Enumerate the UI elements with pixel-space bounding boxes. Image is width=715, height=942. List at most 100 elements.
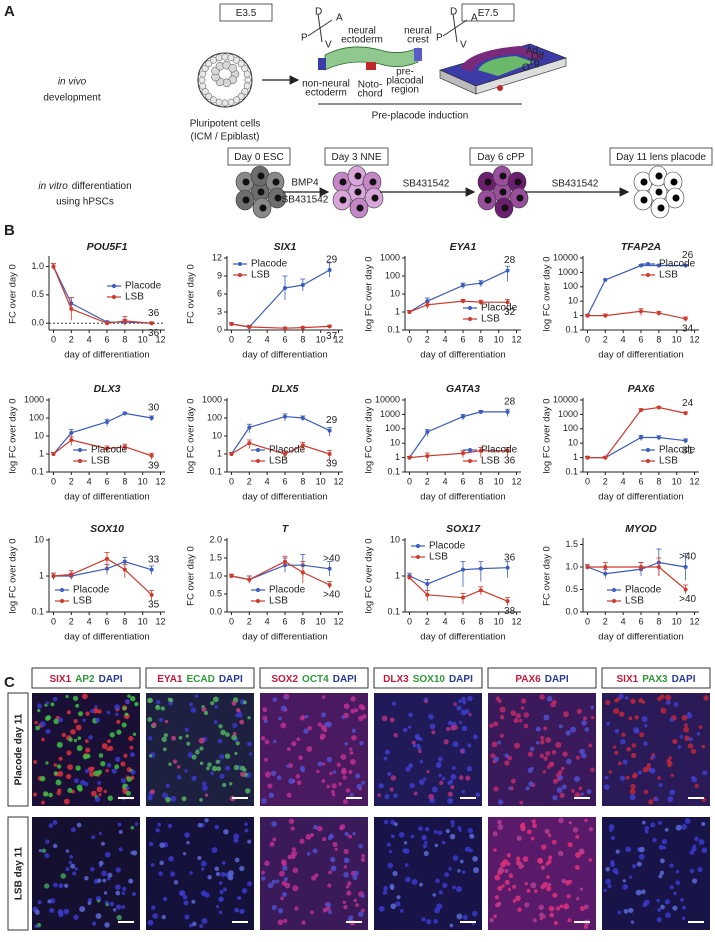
nucleus-spot: [424, 826, 430, 832]
nucleus-spot: [526, 829, 532, 835]
nucleus: [354, 188, 362, 196]
nucleus-spot: [606, 721, 610, 726]
x-tick-label: 4: [265, 476, 270, 486]
nucleus-spot: [168, 762, 172, 766]
day-label: Day 11 lens placode: [616, 152, 706, 163]
nucleus-spot: [283, 877, 288, 882]
nucleus-spot: [524, 902, 530, 908]
nucleus-spot: [360, 857, 366, 863]
nucleus-spot: [392, 701, 397, 706]
nucleus-spot: [184, 914, 190, 920]
nucleus-spot: [233, 764, 240, 771]
nucleus-spot: [669, 885, 674, 890]
data-point: [683, 263, 688, 268]
nucleus-spot: [201, 707, 207, 712]
data-point: [283, 559, 287, 564]
region-label: Olf: [531, 52, 544, 63]
nucleus-spot: [320, 724, 327, 731]
nucleus-spot: [159, 860, 164, 866]
nucleus-spot: [381, 715, 388, 722]
x-tick-label: 10: [138, 334, 148, 344]
end-label: 34: [682, 323, 694, 334]
stain-name: DAPI: [449, 674, 473, 685]
nucleus-spot: [566, 758, 572, 765]
nucleus-spot: [362, 714, 367, 719]
pluripotent-label: Pluripotent cells: [190, 119, 261, 130]
y-tick-label: 0.0: [209, 606, 222, 616]
nucleus-spot: [578, 848, 585, 855]
nucleus-spot: [151, 905, 156, 910]
x-axis-label: day of differentiation: [420, 632, 505, 643]
nucleus-spot: [545, 737, 551, 743]
nucleus-spot: [271, 879, 277, 885]
nucleus-spot: [355, 903, 359, 907]
legend-label: LSB: [91, 456, 110, 467]
data-point: [105, 446, 109, 451]
nucleus-spot: [656, 898, 660, 903]
nucleus-spot: [689, 850, 695, 855]
nucleus-spot: [45, 728, 51, 735]
x-tick-label: 6: [638, 476, 643, 486]
nucleus-spot: [130, 696, 136, 702]
header-box: [259, 667, 369, 689]
chart-title: DLX3: [94, 383, 121, 395]
series-line: [231, 323, 330, 329]
nucleus-spot: [345, 885, 350, 889]
nucleus-spot: [665, 912, 671, 918]
nucleus-spot: [321, 712, 327, 718]
y-tick-label: 1: [395, 570, 400, 580]
x-tick-label: 6: [282, 334, 287, 344]
nucleus: [655, 172, 663, 180]
nucleus-spot: [214, 866, 220, 872]
y-tick-label: 0.1: [387, 606, 400, 616]
nucleus-spot: [681, 824, 687, 830]
panel-label: C: [4, 674, 15, 691]
nucleus-spot: [350, 696, 356, 702]
nucleus-spot: [75, 703, 80, 708]
nucleus-spot: [604, 775, 609, 780]
nucleus-spot: [544, 828, 550, 835]
nucleus-spot: [629, 875, 633, 879]
series-line: [587, 310, 686, 320]
nucleus-spot: [242, 700, 247, 705]
nucleus-spot: [673, 702, 679, 707]
micrograph: [374, 817, 482, 930]
nucleus-spot: [424, 699, 429, 704]
legend-marker: [256, 448, 260, 452]
in-vivo-label: development: [43, 93, 100, 104]
nucleus-spot: [235, 707, 241, 713]
nucleus-spot: [449, 833, 456, 840]
nucleus: [257, 172, 265, 180]
nucleus-spot: [147, 697, 153, 703]
nucleus-spot: [286, 792, 292, 798]
nucleus-spot: [525, 786, 530, 791]
legend-label: Placode: [625, 585, 662, 596]
nucleus-spot: [114, 764, 120, 770]
nucleus-spot: [348, 834, 353, 839]
nucleus-spot: [449, 779, 454, 784]
nucleus-spot: [383, 819, 389, 825]
x-tick-label: 0: [51, 616, 56, 626]
nucleus-spot: [239, 719, 245, 725]
nucleus: [354, 172, 362, 180]
nucleus-spot: [52, 882, 58, 888]
nucleus-spot: [90, 766, 95, 771]
x-tick-label: 4: [443, 616, 448, 626]
nucleus-spot: [101, 743, 108, 749]
nucleus-spot: [182, 894, 188, 900]
nucleus-spot: [688, 737, 693, 742]
nucleus-spot: [462, 914, 468, 920]
nucleus-spot: [399, 908, 404, 913]
nucleus-spot: [506, 853, 512, 858]
data-point: [283, 452, 287, 456]
stage-label-box: [461, 3, 515, 22]
nucleus-spot: [39, 775, 46, 782]
nucleus-spot: [467, 695, 473, 702]
nucleus-spot: [383, 885, 388, 891]
nucleus-spot: [492, 831, 498, 837]
nucleus-spot: [211, 847, 218, 853]
nucleus-spot: [444, 872, 450, 878]
nucleus-spot: [452, 885, 456, 890]
nucleus-spot: [114, 704, 120, 711]
neural-ectoderm-label: neural: [348, 26, 376, 37]
